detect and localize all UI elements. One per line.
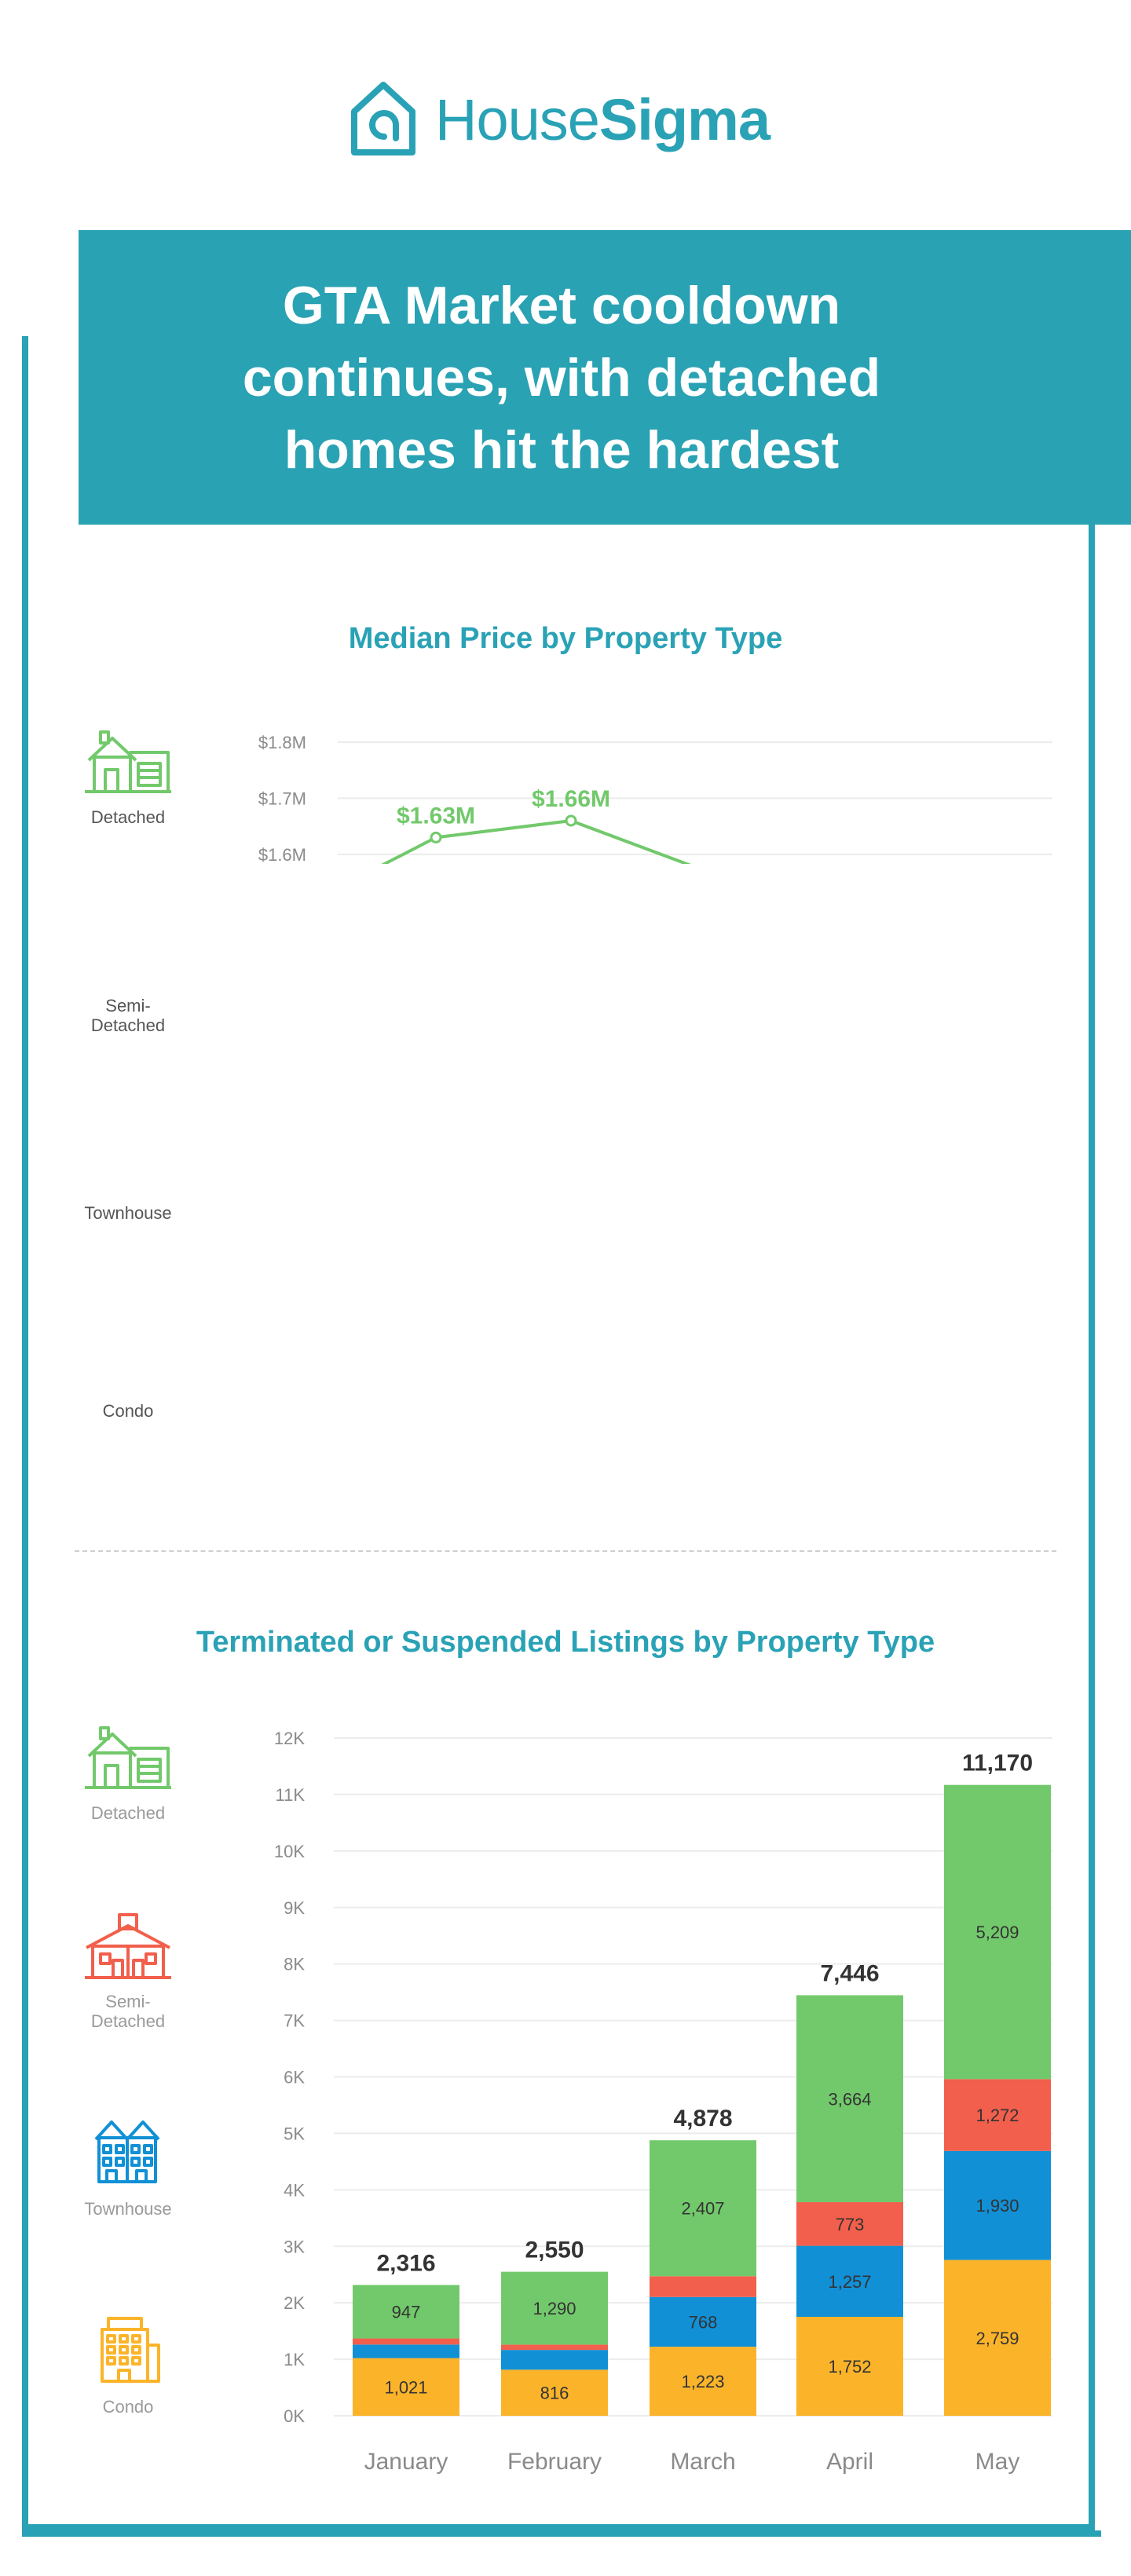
bar-value-label: 5,209: [975, 1923, 1019, 1942]
x-tick-label: March: [670, 2449, 735, 2475]
bar-value-label: 773: [836, 2215, 865, 2234]
detached-house-icon: [85, 730, 171, 793]
y-tick-label: 7K: [284, 2011, 305, 2031]
y-tick-label: 6K: [284, 2068, 305, 2088]
line-chart-title: Median Price by Property Type: [348, 622, 783, 655]
y-tick-label: 0K: [284, 2406, 305, 2426]
bar-segment-semi-detached: [650, 2276, 756, 2297]
legend2-label-townhouse: Townhouse: [84, 2199, 172, 2219]
bar-segment-townhouse: [650, 2296, 756, 2347]
data-point: [565, 814, 577, 827]
bar-segment-detached: [796, 1995, 903, 2203]
bar-segment-semi-detached: [796, 2202, 903, 2246]
median-price-line-chart: $0.6M$0.7M$0.8M$0.9M$1.0M$1.1M$1.2M$1.3M…: [85, 730, 1052, 864]
bar-value-label: 1,272: [975, 2106, 1019, 2125]
y-tick-label: $1.6M: [258, 845, 306, 864]
housesigma-logo: HouseSigma: [348, 80, 788, 159]
legend-label-semi-detached: Semi- Detached: [90, 996, 166, 1035]
bar-value-label: 816: [540, 2384, 569, 2403]
y-tick-label: 3K: [284, 2237, 305, 2256]
y-tick-label: 11K: [275, 1785, 305, 1805]
terminated-listings-bar-chart: 0K 1K 2K 3K 4K 5K 6K 7K 8K 9K 10K 11K 12K January Febr…: [85, 1726, 1052, 2475]
line-chart-grid: [338, 741, 1052, 855]
condo-building-icon: [101, 2317, 160, 2383]
bar-value-label: 3,664: [828, 2089, 871, 2109]
legend2-label-condo: Condo: [102, 2397, 154, 2417]
x-tick-label: January: [364, 2449, 448, 2475]
y-tick-label: 10K: [274, 1842, 305, 1861]
data-label: $1.66M: [532, 786, 610, 812]
x-tick-label: February: [507, 2449, 602, 2475]
bar-total-label: 7,446: [820, 1961, 879, 1987]
bar-segment-detached: [944, 1784, 1051, 2080]
bar-segment-condo: [353, 2358, 459, 2416]
data-point: [430, 831, 442, 843]
bar-value-label: 1,257: [828, 2272, 871, 2292]
bar-segment-detached: [501, 2271, 608, 2345]
legend2-label-semi-detached: Semi- Detached: [90, 1992, 166, 2031]
bar-value-label: 1,290: [533, 2299, 576, 2318]
bar-segment-condo: [796, 2317, 903, 2416]
bar-value-label: 1,752: [828, 2357, 871, 2377]
bar-segment-semi-detached: [353, 2338, 459, 2345]
bar-segment-townhouse: [796, 2245, 903, 2318]
bar-total-label: 4,878: [673, 2106, 732, 2131]
bar-segment-townhouse: [944, 2150, 1051, 2260]
data-label: $1.63M: [397, 803, 475, 829]
y-tick-label: 12K: [274, 1729, 305, 1748]
townhouse-icon: [94, 2120, 160, 2183]
bar-value-label: 1,930: [975, 2196, 1019, 2216]
bar-segment-condo: [501, 2369, 608, 2416]
bar-chart-title: Terminated or Suspended Listings by Prop…: [196, 1626, 935, 1659]
bar-value-label: 2,407: [681, 2199, 724, 2219]
y-tick-label: 2K: [284, 2293, 305, 2313]
bar-value-label: 1,021: [384, 2377, 427, 2397]
legend2-label-detached: Detached: [90, 1803, 166, 1823]
legend-label-detached: Detached: [90, 807, 166, 827]
y-tick-label: 1K: [284, 2350, 305, 2369]
bar-total-label: 2,316: [376, 2250, 435, 2276]
bar-segment-townhouse: [353, 2344, 459, 2358]
bar-segment-detached: [650, 2140, 756, 2277]
frame-right-edge: [1089, 518, 1095, 2537]
brand-name: HouseSigma: [435, 87, 770, 152]
y-tick-label: $1.7M: [258, 789, 306, 808]
detached-house-icon: [85, 1726, 171, 1789]
bar-segment-semi-detached: [944, 2079, 1051, 2151]
semi-detached-house-icon: [85, 1913, 171, 1979]
house-logo-icon: [351, 82, 415, 156]
bar-segment-condo: [650, 2347, 756, 2416]
bar-segment-townhouse: [501, 2350, 608, 2370]
bar-value-label: 2,759: [975, 2329, 1019, 2348]
y-tick-label: 9K: [284, 1898, 305, 1918]
headline-banner: GTA Market cooldown continues, with deta…: [79, 230, 1131, 525]
legend-label-condo: Condo: [102, 1401, 154, 1421]
y-tick-label: 8K: [284, 1955, 305, 1974]
legend-label-townhouse: Townhouse: [84, 1203, 172, 1223]
bar-value-label: 1,223: [681, 2372, 724, 2391]
bar-segment-condo: [944, 2259, 1051, 2416]
x-tick-label: April: [826, 2449, 873, 2475]
y-tick-label: 5K: [284, 2124, 305, 2143]
headline-title: GTA Market cooldown continues, with deta…: [242, 276, 881, 480]
infographic-frame: [22, 336, 1101, 2537]
bar-segment-semi-detached: [501, 2344, 608, 2351]
section-divider: [75, 1550, 1056, 1552]
y-tick-label: 4K: [284, 2180, 305, 2200]
bar-value-label: 947: [392, 2302, 421, 2322]
bar-total-label: 2,550: [525, 2238, 584, 2263]
x-tick-label: May: [975, 2449, 1020, 2475]
frame-bottom-edge: [22, 2524, 1095, 2530]
bar-total-label: 11,170: [962, 1751, 1033, 1776]
bar-segment-detached: [353, 2285, 459, 2339]
y-tick-label: $1.8M: [258, 733, 306, 752]
series-line-detached: [381, 818, 691, 864]
bar-value-label: 768: [689, 2312, 718, 2332]
